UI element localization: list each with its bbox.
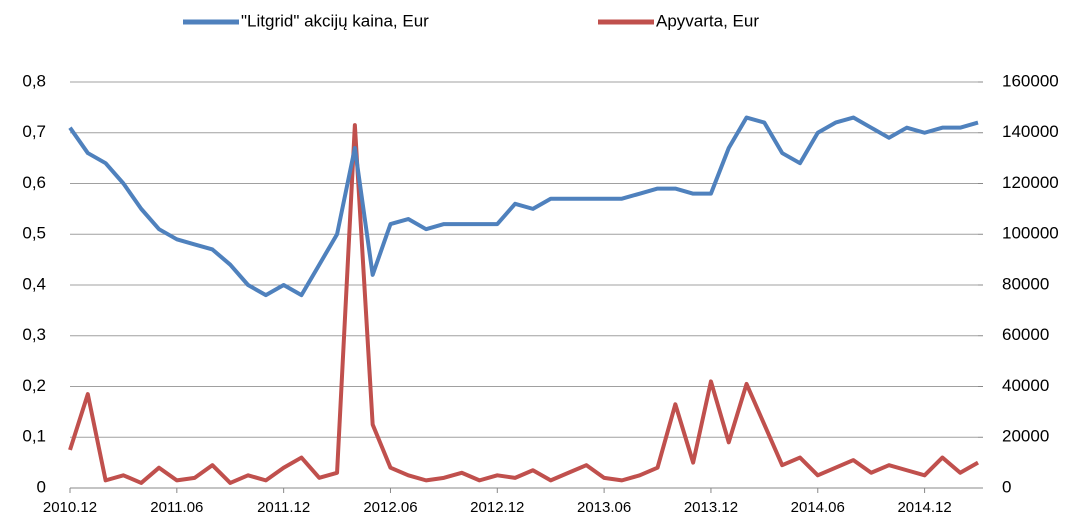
y2-tick-label: 0 [1002,477,1011,496]
x-tick-label: 2012.06 [363,499,417,516]
y2-tick-label: 120000 [1002,173,1059,192]
series-line [68,115,979,298]
y-tick-label: 0,7 [22,122,46,141]
y-tick-label: 0,5 [22,224,46,243]
legend-label: Apyvarta, Eur [656,11,759,30]
y2-tick-label: 160000 [1002,71,1059,90]
x-tick-label: 2013.12 [684,499,738,516]
legend-label: "Litgrid" akcijų kaina, Eur [241,11,429,30]
y2-tick-label: 20000 [1002,427,1049,446]
x-tick-label: 2012.12 [470,499,524,516]
x-tick-label: 2011.06 [150,499,203,516]
x-tick-label: 2010.12 [43,499,97,516]
x-tick-label: 2013.06 [577,499,631,516]
y-tick-label: 0,6 [22,173,46,192]
y-tick-label: 0 [37,477,46,496]
y2-tick-label: 40000 [1002,376,1049,395]
x-tick-label: 2014.06 [791,499,845,516]
x-tick-label: 2014.12 [897,499,951,516]
y2-tick-label: 80000 [1002,274,1049,293]
y2-tick-label: 100000 [1002,224,1059,243]
y-tick-label: 0,8 [22,71,46,90]
y-tick-label: 0,3 [22,325,46,344]
y-tick-label: 0,1 [22,427,46,446]
y-tick-label: 0,4 [22,274,46,293]
series-line [68,123,979,485]
x-tick-label: 2011.12 [257,499,310,516]
y-tick-label: 0,2 [22,376,46,395]
y2-tick-label: 140000 [1002,122,1059,141]
y2-tick-label: 60000 [1002,325,1049,344]
